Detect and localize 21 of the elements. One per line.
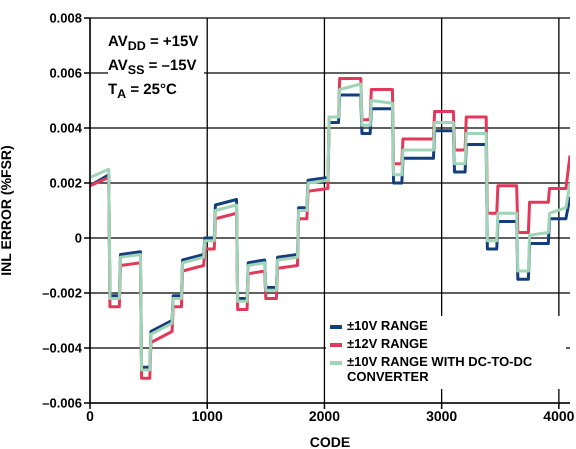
legend-label: ±10V RANGE WITH DC-TO-DC CONVERTER: [347, 354, 534, 384]
y-tick-label: 0: [74, 230, 82, 246]
annotation: T$_{A}$ = 25°C: [108, 80, 178, 103]
y-tick-label: –0.006: [42, 396, 82, 411]
y-tick-label: 0.004: [49, 120, 83, 136]
x-tick-label: 4000: [543, 408, 575, 424]
y-tick-label: 0.006: [49, 66, 82, 81]
annotation: AV$_{DD}$ = +15V: [108, 32, 198, 55]
y-tick-label: –0.004: [42, 340, 83, 356]
y-tick-label: 0.008: [49, 10, 82, 26]
annotation: AV$_{SS}$ = –15V: [108, 56, 198, 79]
x-tick-label: 1000: [192, 408, 223, 424]
legend-label: ±12V RANGE: [347, 336, 428, 351]
y-axis-title: INL ERROR (%FSR): [0, 145, 14, 276]
x-tick-label: 2000: [308, 408, 340, 424]
y-tick-label: 0.002: [49, 176, 82, 191]
y-tick-label: –0.002: [42, 286, 82, 301]
x-tick-label: 0: [86, 408, 94, 424]
x-axis-title: CODE: [310, 434, 350, 449]
legend-label: ±10V RANGE: [347, 318, 428, 333]
x-tick-label: 3000: [426, 408, 458, 424]
